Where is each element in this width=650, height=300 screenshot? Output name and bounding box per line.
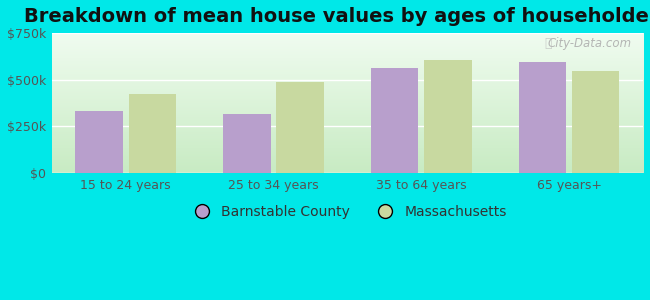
Bar	[424, 60, 472, 173]
Bar	[276, 82, 324, 173]
Bar	[371, 68, 419, 173]
Bar	[75, 111, 123, 173]
Text: ⦾: ⦾	[544, 37, 551, 50]
Bar	[572, 71, 619, 173]
Legend: Barnstable County, Massachusetts: Barnstable County, Massachusetts	[183, 200, 512, 225]
Bar	[223, 114, 270, 173]
Bar	[129, 94, 176, 173]
Text: City-Data.com: City-Data.com	[547, 37, 631, 50]
Bar	[519, 62, 566, 173]
Title: Breakdown of mean house values by ages of householders: Breakdown of mean house values by ages o…	[25, 7, 650, 26]
